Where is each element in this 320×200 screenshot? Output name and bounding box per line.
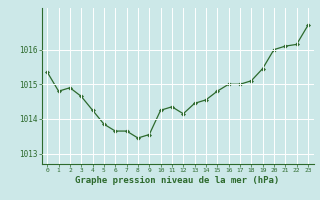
X-axis label: Graphe pression niveau de la mer (hPa): Graphe pression niveau de la mer (hPa): [76, 176, 280, 185]
